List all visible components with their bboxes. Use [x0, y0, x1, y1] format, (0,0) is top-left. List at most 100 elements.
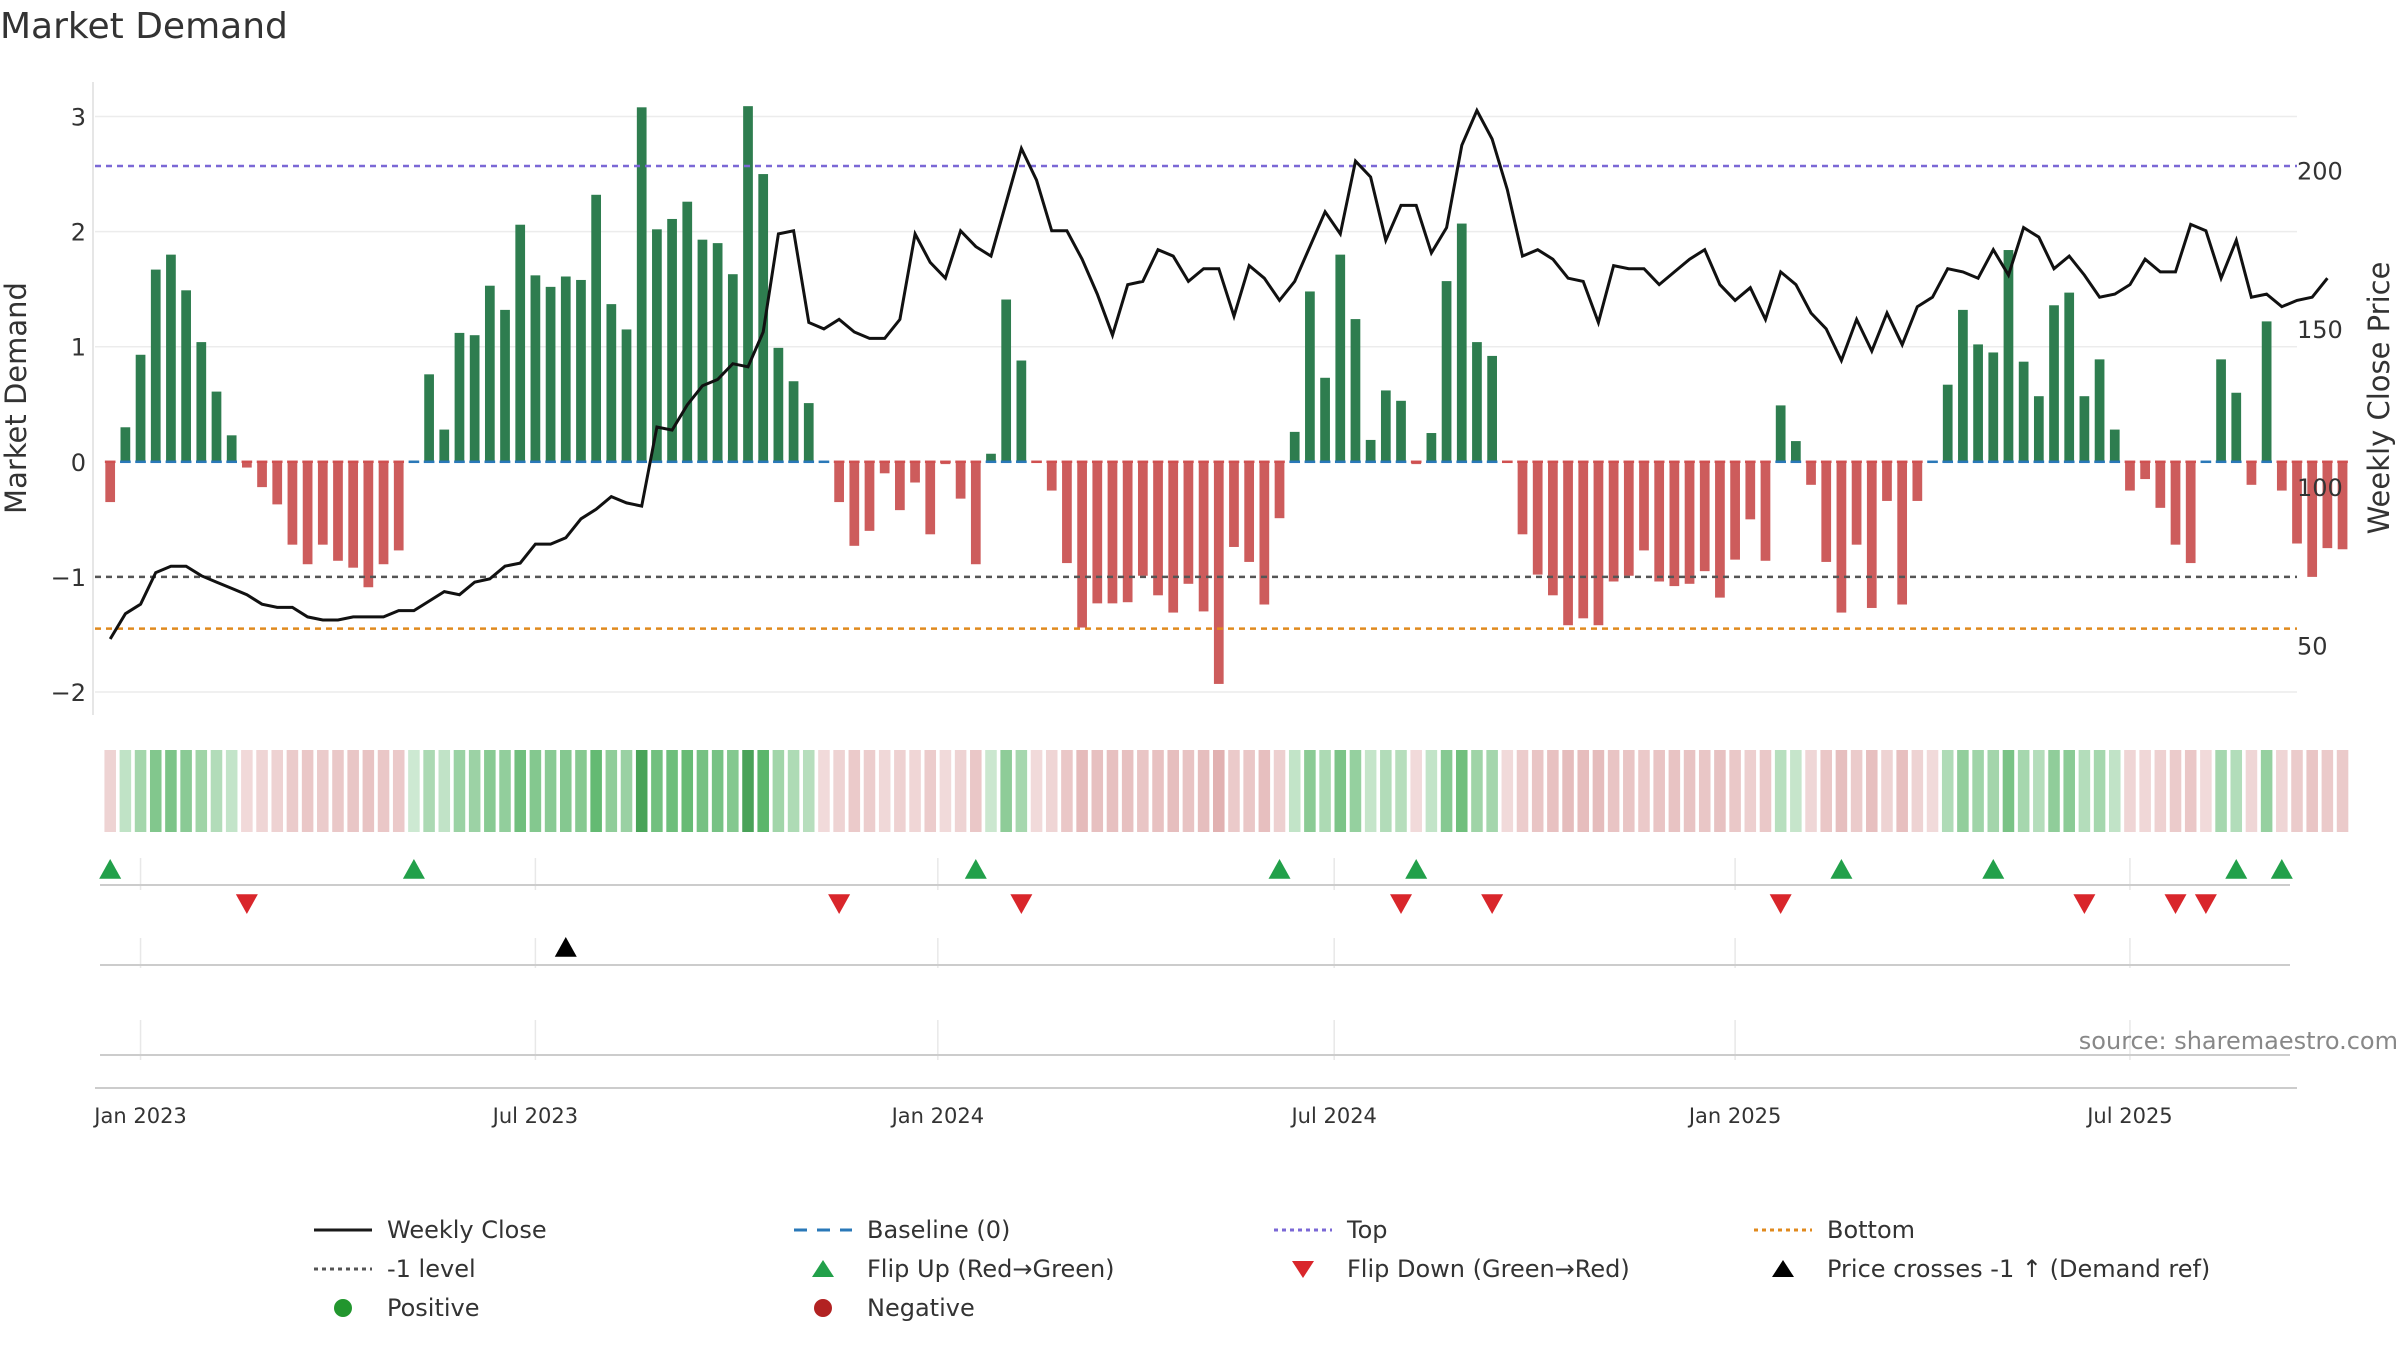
strip-tile — [2139, 750, 2151, 832]
strip-tile — [1380, 750, 1392, 832]
demand-bar — [196, 342, 207, 462]
demand-bar — [1198, 461, 1209, 612]
axes: Market Demand Weekly Close Price 3 2 1 0… — [0, 82, 2396, 715]
strip-tile — [484, 750, 496, 832]
strip-tile — [1501, 750, 1514, 832]
strip-tile — [2017, 750, 2030, 832]
strip-tile — [529, 750, 542, 832]
strip-tile — [1547, 750, 1559, 832]
demand-bar — [1380, 390, 1391, 462]
demand-bar — [2231, 392, 2242, 462]
strip-tile — [681, 750, 694, 832]
strip-tile — [453, 750, 466, 832]
demand-bar — [2018, 361, 2029, 462]
strip-tile — [1896, 750, 1908, 832]
strip-tile — [1319, 750, 1331, 832]
demand-bars — [105, 106, 2348, 684]
demand-bar — [469, 335, 480, 462]
demand-bar — [105, 461, 116, 503]
strip-tile — [1790, 750, 1802, 832]
flip-down-marker — [1010, 894, 1033, 914]
legend-positive: Positive — [313, 1291, 480, 1325]
demand-bar — [484, 285, 495, 462]
strip-tile — [1911, 750, 1924, 832]
strip-tile — [1167, 750, 1179, 832]
strip-tile — [1106, 750, 1119, 832]
demand-bar — [2246, 461, 2257, 485]
demand-bar — [834, 461, 844, 503]
legend-label: Positive — [387, 1294, 480, 1322]
demand-bar — [773, 347, 784, 462]
strip-tile — [1425, 750, 1438, 832]
strip-tile — [377, 750, 390, 832]
demand-bar — [1289, 431, 1300, 462]
flip-up-marker — [1982, 859, 2005, 879]
demand-bar — [2337, 461, 2348, 550]
demand-bar — [1122, 461, 1133, 603]
demand-bar — [378, 461, 389, 565]
demand-bar — [1623, 461, 1634, 576]
strip-tile — [468, 750, 481, 832]
strip-tile — [2245, 750, 2258, 832]
demand-bar — [560, 276, 571, 462]
demand-bar — [2003, 250, 2014, 462]
strip-tile — [727, 750, 739, 832]
demand-bar — [1062, 461, 1072, 564]
demand-bar — [2125, 461, 2135, 491]
legend-label: Top — [1347, 1216, 1388, 1244]
strip-tile — [119, 750, 132, 832]
strip-tile — [2078, 750, 2091, 832]
demand-bar — [1988, 352, 1999, 462]
demand-bar — [211, 391, 222, 462]
strip-tile — [1258, 750, 1271, 832]
demand-bar — [287, 461, 298, 545]
legend-label: Flip Down (Green→Red) — [1347, 1255, 1630, 1283]
flip-up-marker — [1830, 859, 1853, 879]
strip-tile — [1941, 750, 1954, 832]
strip-tile — [2108, 750, 2121, 832]
demand-bar — [2140, 461, 2150, 480]
date-tick-label: Jan 2025 — [1687, 1104, 1782, 1128]
circle-icon — [334, 1299, 352, 1317]
strip-tile — [1182, 750, 1195, 832]
demand-bar — [1441, 281, 1452, 462]
strip-tile — [772, 750, 785, 832]
demand-bar — [682, 201, 693, 462]
signal-markers — [99, 859, 2293, 957]
legend-price-cross: Price crosses -1 ↑ (Demand ref) — [1753, 1252, 2210, 1286]
flip-up-marker — [964, 859, 987, 879]
legend-top: Top — [1273, 1213, 1388, 1247]
strip-tile — [909, 750, 921, 832]
strip-tile — [1030, 750, 1043, 832]
legend-flip-up: Flip Up (Red→Green) — [793, 1252, 1115, 1286]
demand-bar — [348, 461, 359, 568]
strip-tile — [1744, 750, 1757, 832]
strip-tile — [2033, 750, 2045, 832]
strip-tile — [241, 750, 253, 832]
demand-bar — [1517, 461, 1528, 535]
demand-bar — [1897, 461, 1908, 605]
strip-tile — [635, 750, 648, 832]
demand-bar — [803, 403, 814, 462]
left-y-label: Market Demand — [0, 282, 33, 514]
demand-bar — [302, 461, 313, 565]
demand-bar — [621, 329, 632, 462]
right-y-tick: 50 — [2297, 632, 2328, 660]
strip-tile — [985, 750, 997, 832]
strip-tile — [1698, 750, 1711, 832]
strip-tile — [134, 750, 147, 832]
strip-tile — [651, 750, 663, 832]
demand-bar — [1426, 433, 1437, 462]
demand-bar — [1532, 461, 1543, 575]
legend-label: Negative — [867, 1294, 975, 1322]
legend-label: Weekly Close — [387, 1216, 547, 1244]
strip-tile — [2093, 750, 2106, 832]
date-tick-label: Jan 2024 — [890, 1104, 985, 1128]
flip-down-marker — [2194, 894, 2217, 914]
legend-minus-1: -1 level — [313, 1252, 476, 1286]
strip-tile — [1137, 750, 1149, 832]
demand-bar — [545, 286, 556, 462]
demand-bar — [515, 224, 526, 462]
demand-bar — [1866, 461, 1877, 608]
weekly-close-line — [108, 107, 2329, 640]
